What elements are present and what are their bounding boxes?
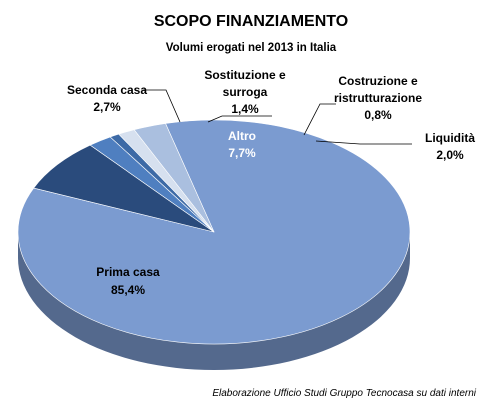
pie-side-prima-casa — [18, 232, 410, 370]
leader-sostituzione — [207, 115, 272, 123]
leader-lines — [143, 89, 412, 145]
source-note: Elaborazione Ufficio Studi Gruppo Tecnoc… — [212, 388, 476, 399]
leader-seconda-casa — [143, 89, 181, 123]
leader-liquidita — [315, 140, 412, 145]
label-liquidita-value: 2,0% — [436, 148, 464, 162]
label-costruzione-line1: Costruzione e — [338, 74, 418, 88]
label-seconda-casa-name: Seconda casa — [67, 83, 147, 97]
chart-title: SCOPO FINANZIAMENTO — [153, 13, 349, 30]
label-sostituzione-line1: Sostituzione e — [204, 68, 286, 82]
label-sostituzione-value: 1,4% — [231, 102, 259, 116]
chart-subtitle: Volumi erogati nel 2013 in Italia — [165, 42, 337, 54]
pie-slice-seconda-casa — [133, 123, 215, 233]
pie-slice-altro — [33, 144, 215, 233]
label-sostituzione-line2: surroga — [223, 85, 268, 99]
pie-labels: Prima casa 85,4% Altro 7,7% Liquidità 2,… — [67, 68, 475, 297]
label-altro-value: 7,7% — [228, 146, 256, 160]
label-seconda-casa-value: 2,7% — [93, 100, 121, 114]
label-altro-name: Altro — [228, 129, 256, 143]
leader-costruzione — [303, 103, 336, 136]
label-prima-casa-name: Prima casa — [96, 265, 160, 279]
label-liquidita-name: Liquidità — [425, 131, 475, 145]
label-costruzione-line2: ristrutturazione — [334, 91, 422, 105]
pie-slices — [17, 119, 411, 370]
label-prima-casa-value: 85,4% — [111, 283, 145, 297]
label-costruzione-value: 0,8% — [364, 108, 392, 122]
